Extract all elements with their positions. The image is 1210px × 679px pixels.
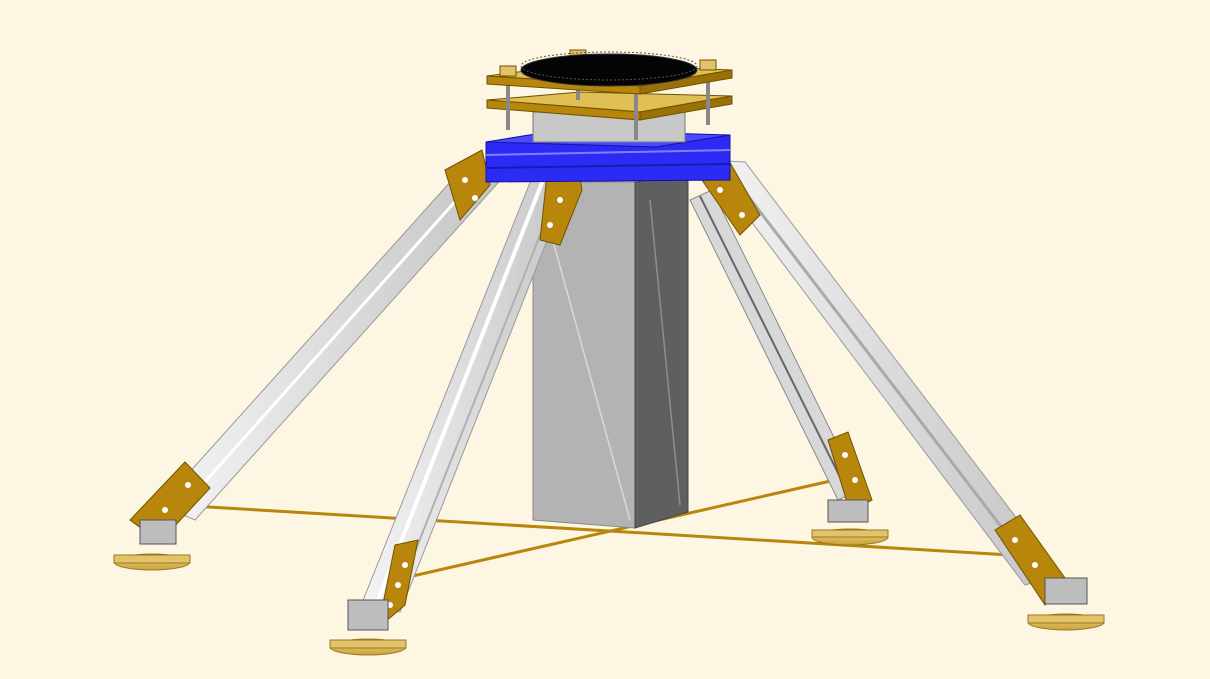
pillar (532, 175, 689, 529)
leg-back-right (689, 189, 873, 513)
lower-plate (486, 91, 733, 121)
foot-back-left (113, 519, 191, 571)
foot-back-right (811, 499, 889, 546)
mount-ring (520, 51, 698, 87)
foot-front-right (1027, 577, 1105, 631)
spreader-wires (174, 478, 1011, 582)
foot-front-left (329, 599, 407, 656)
